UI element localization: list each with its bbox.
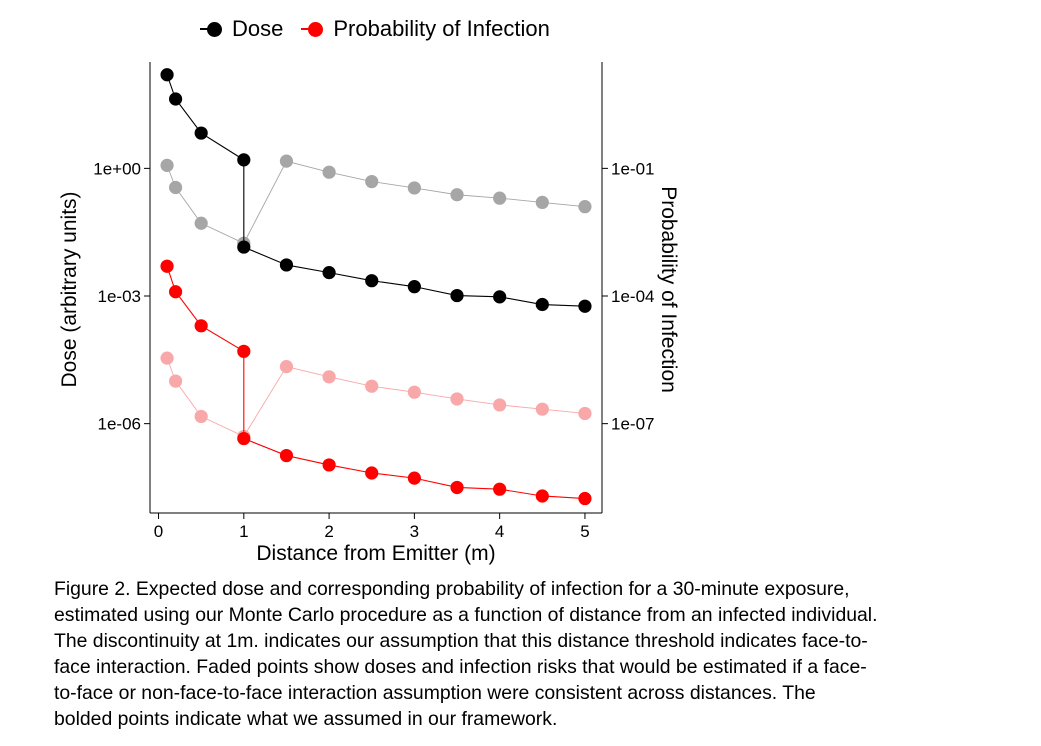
y-tick-label-left: 1e-03: [98, 287, 141, 306]
probability-point: [160, 259, 174, 273]
dose-point: [160, 68, 174, 82]
caption-line: bolded points indicate what we assumed i…: [54, 708, 558, 730]
dose-faded-point: [279, 154, 294, 168]
probability-point: [322, 458, 336, 472]
y-tick-label-left: 1e-06: [98, 415, 141, 434]
figure-caption: Figure 2. Expected dose and correspondin…: [54, 576, 1014, 732]
dose-point: [194, 126, 208, 140]
probability-faded-point: [194, 409, 208, 424]
dose-faded-point: [535, 195, 549, 210]
caption-line: The discontinuity at 1m. indicates our a…: [54, 630, 868, 652]
probability-point: [535, 489, 549, 503]
dose-point: [237, 153, 251, 167]
dose-point: [279, 258, 294, 272]
probability-faded-point: [365, 379, 379, 393]
dose-faded-point: [365, 174, 379, 189]
probability-point: [279, 448, 294, 463]
probability-point: [365, 466, 379, 480]
legend-item-dose: Dose: [200, 16, 283, 42]
probability-point: [168, 285, 183, 299]
legend-probability-marker: [308, 21, 324, 37]
probability-point: [450, 480, 464, 495]
dose-point: [535, 297, 549, 312]
probability-faded-point: [168, 374, 183, 388]
y-tick-label-right: 1e-01: [611, 159, 654, 178]
x-tick-label: 2: [324, 522, 333, 541]
x-tick-label: 3: [410, 522, 419, 541]
probability-point: [493, 482, 507, 496]
y-tick-label-right: 1e-04: [611, 287, 654, 306]
legend-dose-marker: [207, 21, 222, 37]
dose-point: [365, 274, 379, 288]
dose-point: [493, 290, 507, 304]
dose-faded-series-line: [166, 160, 585, 244]
dose-point: [578, 299, 592, 313]
probability-faded-point: [407, 385, 421, 399]
probability-point: [194, 319, 208, 333]
dose-faded-point: [168, 180, 183, 195]
dose-point: [237, 240, 251, 254]
y-tick-label-right: 1e-07: [611, 415, 654, 434]
dose-faded-point: [407, 181, 421, 195]
x-tick-label: 1: [239, 522, 248, 541]
x-tick-label: 4: [495, 522, 504, 541]
caption-line: to-face or non-face-to-face interaction …: [54, 682, 816, 704]
dose-probability-chart: 0 1 2 3 4 5 1e+00 1e-03 1e-06 1e-01 1e-04 1e-07 Dist…: [58, 62, 680, 565]
legend-probability-label: Probability of Infection: [333, 16, 550, 41]
probability-faded-point: [578, 406, 592, 421]
dose-point: [450, 288, 464, 303]
legend-dose-label: Dose: [232, 16, 284, 41]
dose-series-line: [166, 74, 585, 307]
y-axis-title-left: Dose (arbitrary units): [58, 191, 81, 387]
x-tick-label: 0: [154, 522, 163, 541]
probability-point: [578, 491, 592, 506]
y-tick-label-left: 1e+00: [93, 159, 141, 178]
dose-faded-point: [194, 216, 208, 230]
probability-point: [237, 431, 251, 446]
y-axis-title-right: Probability of Infection: [657, 186, 680, 393]
probability-faded-point: [322, 370, 336, 384]
probability-point: [407, 471, 421, 485]
probability-faded-point: [535, 402, 549, 416]
dose-faded-point: [493, 191, 507, 205]
dose-faded-point: [450, 188, 464, 202]
probability-faded-series-line: [166, 357, 585, 437]
probability-faded-point: [450, 392, 464, 406]
x-tick-label: 5: [580, 522, 589, 541]
dose-faded-point: [322, 165, 336, 179]
probability-faded-point: [493, 398, 507, 412]
dose-point: [322, 266, 336, 280]
chart-legend: Dose Probability of Infection: [200, 16, 568, 42]
legend-item-probability: Probability of Infection: [301, 16, 550, 42]
x-axis-title: Distance from Emitter (m): [256, 542, 495, 565]
dose-point: [407, 280, 421, 294]
caption-line: Figure 2. Expected dose and correspondin…: [54, 578, 850, 600]
probability-point: [237, 344, 251, 358]
probability-faded-point: [279, 360, 294, 374]
caption-line: estimated using our Monte Carlo procedur…: [54, 604, 878, 626]
dose-faded-point: [160, 158, 174, 172]
dose-faded-point: [578, 200, 592, 214]
dose-point: [168, 92, 183, 106]
caption-line: face interaction. Faded points show dose…: [54, 656, 867, 678]
probability-faded-point: [160, 351, 174, 365]
